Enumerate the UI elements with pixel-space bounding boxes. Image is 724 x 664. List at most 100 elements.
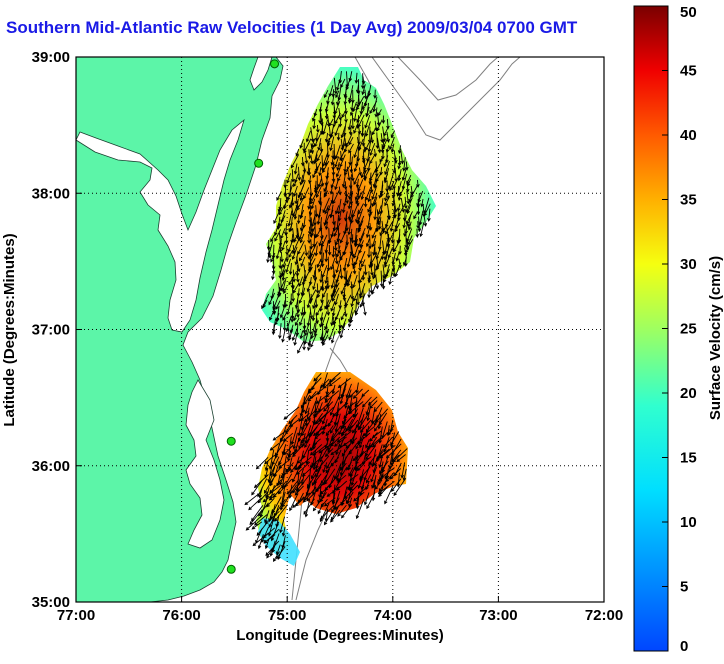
velocity-arrow [299,209,305,220]
velocity-arrow [361,271,366,281]
x-axis-label: Longitude (Degrees:Minutes) [236,627,444,644]
velocity-arrow [272,304,277,316]
velocity-arrow [318,234,324,247]
velocity-arrow [328,377,341,387]
velocity-arrow [384,258,390,268]
velocity-arrow [288,270,297,286]
velocity-arrow [333,77,338,95]
velocity-arrow [315,412,328,425]
velocity-arrow [296,306,300,319]
velocity-arrow [341,173,346,188]
velocity-arrow [304,407,310,427]
velocity-arrow [388,137,395,151]
velocity-arrow [299,193,304,202]
velocity-arrow [269,443,280,451]
velocity-arrow [402,257,407,267]
velocity-arrow [340,138,345,151]
velocity-arrow [307,388,324,402]
velocity-arrow [371,430,382,439]
velocity-arrow [350,287,354,300]
velocity-arrow [413,211,419,220]
velocity-arrow [253,514,268,526]
velocity-arrow [357,220,364,234]
velocity-arrow [311,305,316,322]
velocity-arrow [324,509,334,526]
velocity-arrow [406,204,412,215]
velocity-arrow [285,462,294,473]
velocity-arrow [427,208,431,222]
velocity-arrow [384,192,388,202]
velocity-arrow [404,196,408,210]
velocity-arrow [307,167,312,176]
velocity-arrow [290,310,295,320]
velocity-arrow [360,167,366,179]
velocity-arrow [343,161,347,173]
velocity-arrow [268,491,279,501]
velocity-arrow [269,312,274,321]
velocity-arrow [388,269,394,285]
velocity-arrow [334,112,341,125]
velocity-arrow [363,492,370,506]
velocity-arrow [333,222,341,237]
velocity-arrow [373,415,378,427]
velocity-arrow [363,172,367,182]
velocity-arrow [373,246,377,256]
velocity-arrow [334,144,341,160]
velocity-arrow [395,251,400,262]
velocity-arrow [379,155,384,163]
velocity-arrow [349,108,354,117]
velocity-arrow [400,462,406,479]
velocity-arrow [373,204,377,221]
velocity-arrow [364,142,370,151]
velocity-arrow [317,138,322,151]
velocity-arrow [374,107,379,118]
velocity-arrow [386,131,391,143]
velocity-arrow [306,299,311,309]
velocity-arrow [293,312,297,322]
velocity-arrow [324,448,334,457]
velocity-arrow [291,467,300,483]
velocity-arrow [346,166,351,182]
velocity-arrow [353,245,359,259]
velocity-arrow [324,221,329,231]
velocity-arrow [262,299,268,309]
velocity-arrow [384,160,390,176]
velocity-arrow [344,161,353,176]
velocity-arrow [373,419,383,432]
velocity-arrow [355,198,360,207]
velocity-arrow [416,221,420,230]
velocity-arrow [283,286,288,295]
velocity-arrow [358,244,364,254]
velocity-arrow [291,328,298,342]
velocity-arrow [262,493,275,503]
velocity-arrow [318,240,323,256]
velocity-arrow [364,121,371,138]
velocity-arrow [299,174,304,186]
velocity-arrow [365,238,370,248]
velocity-arrow [281,240,286,251]
velocity-arrow [400,148,405,165]
velocity-arrow [318,442,334,454]
velocity-arrow [299,233,305,244]
velocity-arrow [275,244,281,260]
velocity-arrow [333,407,340,426]
velocity-arrow [282,317,287,332]
velocity-arrow [274,222,280,237]
velocity-arrow [360,127,365,137]
velocity-arrow [352,448,370,462]
x-tick-label: 77:00 [57,607,95,624]
velocity-arrow [354,305,360,316]
velocity-arrow [281,490,293,508]
velocity-arrow [298,226,304,241]
velocity-arrow [391,454,400,462]
velocity-arrow [369,181,374,194]
velocity-arrow [302,215,306,229]
velocity-arrow [315,228,321,238]
velocity-arrow [303,498,315,515]
velocity-arrow [381,274,386,290]
velocity-arrow [251,479,263,496]
velocity-arrow [369,100,378,115]
velocity-arrow [324,251,329,263]
velocity-arrow [371,193,378,208]
